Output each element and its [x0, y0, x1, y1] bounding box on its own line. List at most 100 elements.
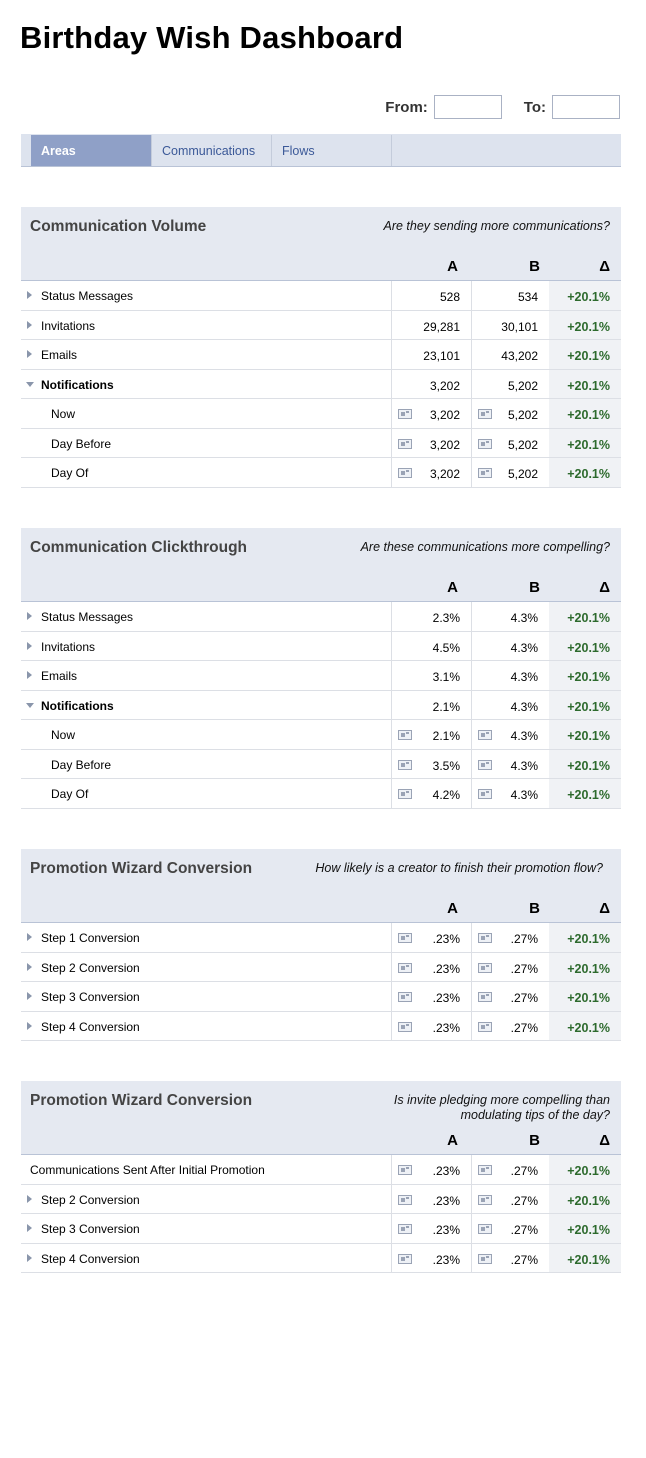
chart-thumbnail-icon[interactable] [398, 933, 412, 943]
row-label: Invitations [41, 639, 96, 654]
value-delta: +20.1% [567, 788, 610, 802]
row-label: Step 2 Conversion [41, 960, 140, 975]
triangle-right-icon[interactable] [27, 1021, 32, 1030]
tab-flows[interactable]: Flows [272, 135, 392, 166]
chart-thumbnail-icon[interactable] [398, 962, 412, 973]
row-label: Notifications [41, 698, 114, 713]
table-row[interactable]: Status Messages 2.3% 4.3% +20.1% [21, 602, 621, 632]
chart-thumbnail-icon[interactable] [398, 409, 412, 419]
section-question-line1: Is invite pledging more compelling than [393, 1093, 610, 1107]
row-label: Step 1 Conversion [41, 931, 140, 945]
value-a: 2.1% [432, 729, 460, 743]
triangle-down-icon[interactable] [26, 381, 34, 387]
chart-thumbnail-icon[interactable] [478, 730, 492, 740]
chart-thumbnail-icon[interactable] [478, 789, 492, 799]
chart-thumbnail-icon[interactable] [478, 468, 492, 478]
table-row[interactable]: Invitations 29,281 30,101 +20.1% [21, 310, 621, 340]
column-header-b: B [529, 579, 540, 596]
chart-thumbnail-icon[interactable] [478, 992, 492, 1002]
value-delta: +20.1% [567, 467, 610, 481]
table-row[interactable]: Step 2 Conversion .23% .27% +20.1% [21, 1184, 621, 1214]
chart-thumbnail-icon[interactable] [398, 1021, 412, 1032]
table-row[interactable]: Status Messages 528 534 +20.1% [21, 281, 621, 311]
chart-thumbnail-icon[interactable] [398, 468, 412, 478]
table-row[interactable]: Step 3 Conversion .23% .27% +20.1% [21, 1214, 621, 1244]
row-label: Day Before [51, 757, 112, 772]
chart-thumbnail-icon[interactable] [398, 1194, 412, 1205]
table-row[interactable]: Step 4 Conversion .23% .27% +20.1% [21, 1011, 621, 1041]
chart-thumbnail-icon[interactable] [398, 759, 412, 770]
value-a: 3.5% [432, 758, 460, 773]
triangle-right-icon[interactable] [27, 320, 32, 329]
value-delta: +20.1% [567, 670, 610, 684]
value-a: 2.1% [432, 699, 460, 714]
table-row[interactable]: Step 3 Conversion .23% .27% +20.1% [21, 982, 621, 1012]
table-row[interactable]: Emails 23,101 43,202 +20.1% [21, 340, 621, 370]
value-a: 4.2% [432, 788, 460, 802]
chart-thumbnail-icon[interactable] [398, 789, 412, 799]
value-delta: +20.1% [567, 729, 610, 743]
table-row[interactable]: Invitations 4.5% 4.3% +20.1% [21, 631, 621, 661]
row-label: Status Messages [41, 610, 134, 624]
date-range: From: To: [385, 95, 620, 119]
to-date-input[interactable] [552, 95, 620, 119]
triangle-right-icon[interactable] [27, 641, 32, 650]
triangle-right-icon[interactable] [27, 1224, 32, 1232]
value-a: 3,202 [429, 408, 460, 422]
triangle-right-icon[interactable] [27, 671, 32, 679]
chart-thumbnail-icon[interactable] [478, 1224, 492, 1234]
value-delta: +20.1% [567, 991, 610, 1005]
value-b: .27% [510, 961, 538, 976]
section-question: Are they sending more communications? [383, 219, 610, 233]
triangle-right-icon[interactable] [27, 612, 32, 620]
chart-thumbnail-icon[interactable] [398, 730, 412, 740]
chart-thumbnail-icon[interactable] [478, 1253, 492, 1264]
chart-thumbnail-icon[interactable] [398, 1165, 412, 1175]
table-row[interactable]: Step 4 Conversion .23% .27% +20.1% [21, 1243, 621, 1273]
triangle-right-icon[interactable] [27, 1194, 32, 1203]
tab-areas[interactable]: Areas [31, 135, 152, 166]
value-b: 5,202 [507, 467, 538, 481]
chart-thumbnail-icon[interactable] [478, 409, 492, 419]
from-label: From: [385, 98, 428, 116]
triangle-right-icon[interactable] [27, 992, 32, 1000]
value-delta: +20.1% [567, 319, 610, 334]
tab-communications[interactable]: Communications [152, 135, 272, 166]
chart-thumbnail-icon[interactable] [398, 438, 412, 449]
table-row[interactable]: Step 1 Conversion .23% .27% +20.1% [21, 923, 621, 953]
triangle-right-icon[interactable] [27, 1253, 32, 1262]
from-date-input[interactable] [433, 95, 502, 119]
triangle-right-icon[interactable] [27, 933, 32, 941]
chart-thumbnail-icon[interactable] [478, 438, 492, 449]
column-header-a: A [447, 258, 458, 275]
value-delta: +20.1% [567, 349, 610, 363]
triangle-down-icon[interactable] [26, 702, 34, 708]
chart-thumbnail-icon[interactable] [478, 1165, 492, 1175]
value-b: 4.3% [510, 670, 538, 684]
value-delta: +20.1% [567, 378, 610, 393]
chart-thumbnail-icon[interactable] [478, 759, 492, 770]
value-delta: +20.1% [567, 640, 610, 655]
triangle-right-icon[interactable] [27, 291, 32, 299]
table-row: Day Before 3,202 5,202 +20.1% [21, 428, 621, 458]
triangle-right-icon[interactable] [27, 350, 32, 358]
triangle-right-icon[interactable] [27, 962, 32, 971]
chart-thumbnail-icon[interactable] [478, 962, 492, 973]
table-row[interactable]: Emails 3.1% 4.3% +20.1% [21, 661, 621, 691]
table-row[interactable]: Notifications 2.1% 4.3% +20.1% [21, 690, 621, 720]
chart-thumbnail-icon[interactable] [478, 1021, 492, 1032]
chart-thumbnail-icon[interactable] [478, 933, 492, 943]
row-label: Communications Sent After Initial Promot… [30, 1163, 265, 1177]
chart-thumbnail-icon[interactable] [398, 1253, 412, 1264]
value-b: .27% [510, 932, 538, 946]
value-delta: +20.1% [567, 290, 610, 304]
column-header-b: B [529, 1132, 540, 1149]
chart-thumbnail-icon[interactable] [398, 992, 412, 1002]
table-row: Now 2.1% 4.3% +20.1% [21, 720, 621, 750]
table-row[interactable]: Step 2 Conversion .23% .27% +20.1% [21, 952, 621, 982]
value-b: .27% [510, 1020, 538, 1035]
row-label: Step 2 Conversion [41, 1192, 140, 1207]
chart-thumbnail-icon[interactable] [398, 1224, 412, 1234]
table-row[interactable]: Notifications 3,202 5,202 +20.1% [21, 369, 621, 399]
chart-thumbnail-icon[interactable] [478, 1194, 492, 1205]
